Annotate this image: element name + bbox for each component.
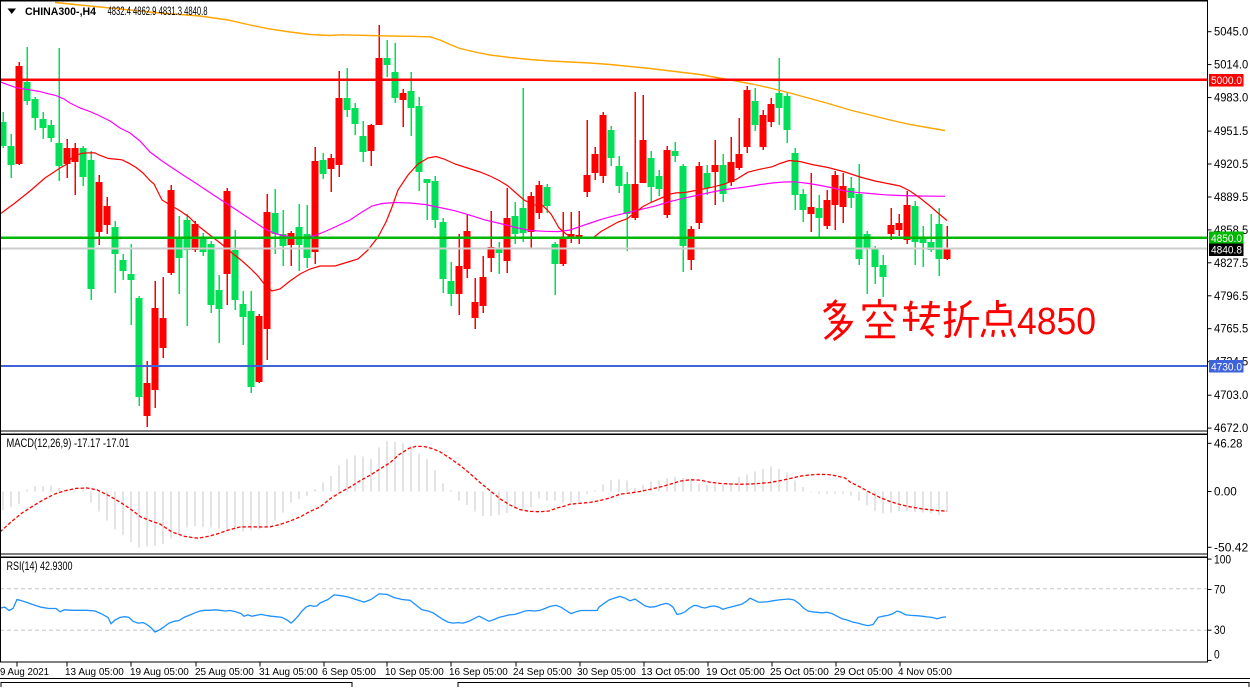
svg-text:19 Aug 05:00: 19 Aug 05:00 (130, 666, 189, 678)
svg-text:29 Oct 05:00: 29 Oct 05:00 (834, 666, 893, 678)
svg-text:0: 0 (1214, 649, 1220, 661)
svg-text:4832.4 4862.9 4831.3 4840.8: 4832.4 4862.9 4831.3 4840.8 (108, 6, 208, 18)
svg-text:4850: 4850 (1017, 301, 1096, 343)
svg-text:4765.5: 4765.5 (1214, 324, 1248, 336)
svg-text:100: 100 (1214, 555, 1231, 567)
svg-text:5014.0: 5014.0 (1214, 60, 1248, 72)
svg-text:4730.0: 4730.0 (1211, 362, 1242, 374)
svg-text:4889.5: 4889.5 (1214, 192, 1248, 204)
svg-text:4672.0: 4672.0 (1214, 423, 1248, 435)
svg-text:4827.5: 4827.5 (1214, 258, 1248, 270)
svg-text:5045.0: 5045.0 (1214, 27, 1248, 39)
svg-text:-50.42: -50.42 (1214, 542, 1248, 554)
svg-text:30 Sep 05:00: 30 Sep 05:00 (577, 666, 636, 678)
svg-text:4703.0: 4703.0 (1214, 390, 1248, 402)
svg-text:25 Oct 05:00: 25 Oct 05:00 (770, 666, 829, 678)
svg-text:16 Sep 05:00: 16 Sep 05:00 (449, 666, 508, 678)
svg-text:10 Sep 05:00: 10 Sep 05:00 (385, 666, 444, 678)
svg-text:19 Oct 05:00: 19 Oct 05:00 (706, 666, 765, 678)
svg-text:4840.8: 4840.8 (1211, 245, 1242, 257)
svg-text:CHINA300-,H4: CHINA300-,H4 (25, 6, 97, 18)
svg-text:13 Aug 05:00: 13 Aug 05:00 (65, 666, 124, 678)
svg-text:4920.5: 4920.5 (1214, 159, 1248, 171)
svg-text:RSI(14) 42.9300: RSI(14) 42.9300 (7, 561, 73, 573)
svg-text:4 Nov 05:00: 4 Nov 05:00 (898, 666, 952, 678)
svg-text:4983.0: 4983.0 (1214, 93, 1248, 105)
svg-text:4850.0: 4850.0 (1211, 233, 1242, 245)
svg-text:13 Oct 05:00: 13 Oct 05:00 (641, 666, 700, 678)
svg-text:24 Sep 05:00: 24 Sep 05:00 (513, 666, 572, 678)
svg-text:25 Aug 05:00: 25 Aug 05:00 (195, 666, 254, 678)
svg-text:0.00: 0.00 (1214, 487, 1237, 499)
svg-text:6 Sep 05:00: 6 Sep 05:00 (322, 666, 376, 678)
svg-text:31 Aug 05:00: 31 Aug 05:00 (259, 666, 318, 678)
svg-text:5000.0: 5000.0 (1211, 75, 1242, 87)
svg-text:30: 30 (1214, 625, 1225, 637)
svg-text:46.28: 46.28 (1214, 438, 1243, 450)
svg-text:9 Aug 2021: 9 Aug 2021 (0, 666, 49, 678)
svg-text:MACD(12,26,9) -17.17 -17.01: MACD(12,26,9) -17.17 -17.01 (7, 438, 130, 450)
svg-text:70: 70 (1214, 585, 1225, 597)
svg-text:4796.5: 4796.5 (1214, 291, 1248, 303)
svg-text:4951.5: 4951.5 (1214, 126, 1248, 138)
